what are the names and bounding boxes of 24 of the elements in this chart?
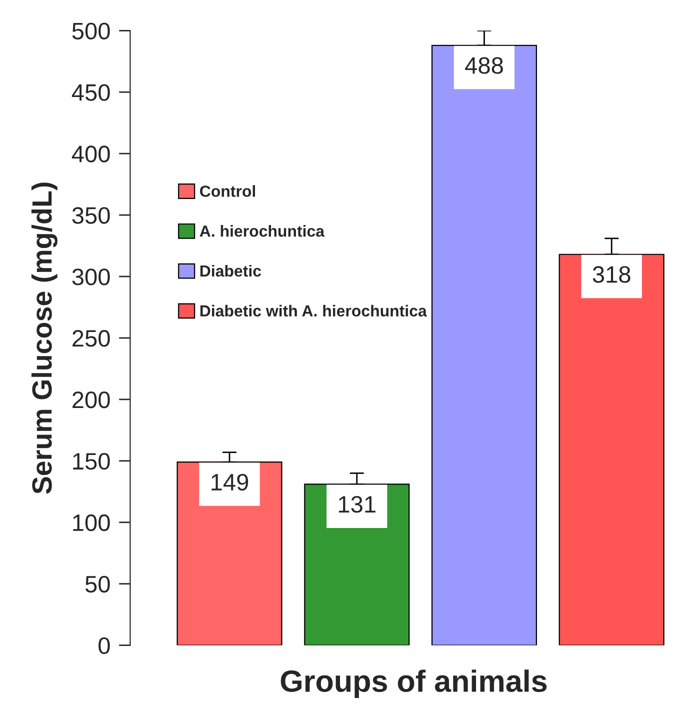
y-tick-label: 200 bbox=[72, 391, 110, 408]
y-tick-label: 300 bbox=[72, 268, 110, 286]
y-tick-label: 450 bbox=[72, 84, 110, 101]
legend-label: Diabetic bbox=[200, 264, 262, 277]
data-label: 149 bbox=[212, 474, 248, 491]
y-axis-title: Serum Glucose (mg/dL) bbox=[31, 182, 58, 494]
bar bbox=[176, 462, 282, 646]
legend-label: Diabetic with A. hierochuntica bbox=[200, 304, 427, 317]
y-tick-label: 350 bbox=[72, 207, 110, 224]
y-tick-label: 0 bbox=[98, 637, 110, 654]
legend-label: A. hierochuntica bbox=[200, 225, 325, 237]
bar bbox=[431, 44, 538, 646]
y-tick-label: 400 bbox=[72, 146, 110, 162]
bar bbox=[558, 254, 664, 646]
y-tick-label: 500 bbox=[72, 22, 110, 40]
y-tick-label: 100 bbox=[73, 514, 110, 532]
y-tick-label: 150 bbox=[73, 452, 110, 470]
data-label: 318 bbox=[592, 266, 630, 283]
x-axis-title: Groups of animals bbox=[280, 670, 547, 698]
data-label: 488 bbox=[465, 57, 503, 74]
legend-label: Control bbox=[200, 185, 256, 197]
data-label: 131 bbox=[338, 496, 376, 513]
y-tick-label: 50 bbox=[85, 576, 110, 593]
y-tick-label: 250 bbox=[72, 330, 110, 347]
